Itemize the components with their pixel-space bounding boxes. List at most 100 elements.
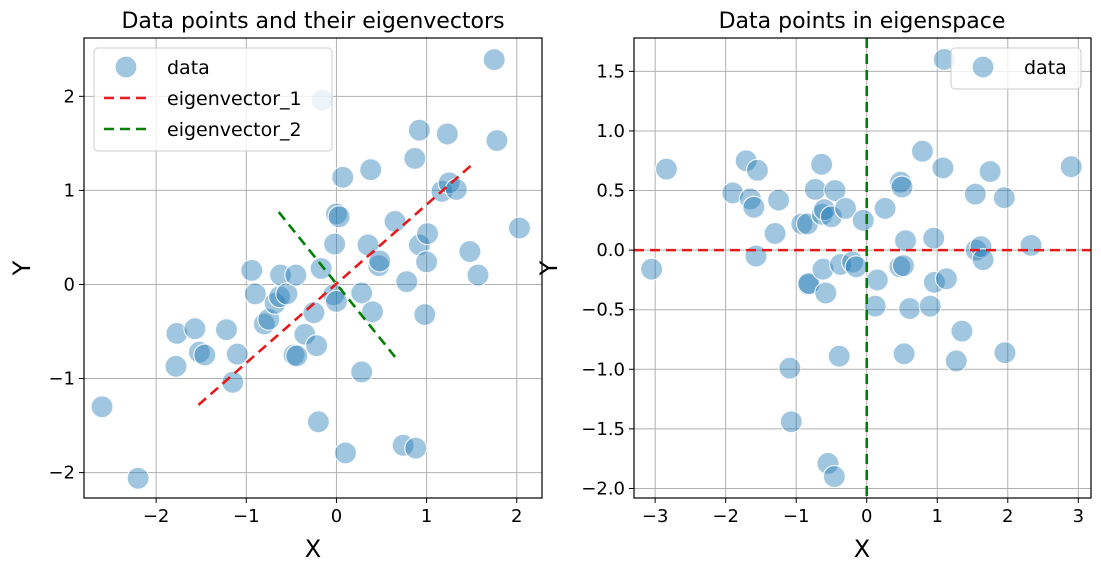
data-point: [360, 300, 385, 324]
data-point: [971, 248, 995, 272]
y-tick-label: 0.5: [596, 181, 625, 202]
legend-box: [93, 47, 333, 152]
x-axis-label: X: [305, 535, 321, 563]
x-tick-label: 0: [331, 506, 342, 527]
legend-box: [950, 47, 1082, 90]
data-point: [811, 257, 835, 281]
y-axis-label: Y: [535, 260, 563, 276]
data-point: [435, 122, 459, 146]
data-point: [779, 410, 803, 434]
y-tick-label: 1.5: [596, 61, 625, 82]
x-tick-label: 1: [421, 506, 432, 527]
y-tick-label: −1.5: [581, 419, 625, 440]
data-point: [744, 244, 768, 268]
data-point: [827, 344, 851, 368]
data-point: [814, 281, 838, 305]
data-point: [350, 360, 374, 384]
data-point: [90, 395, 114, 419]
y-tick-label: −2: [48, 463, 75, 484]
legend-marker: [114, 55, 138, 79]
data-point: [918, 294, 942, 318]
data-point: [350, 281, 374, 305]
data-point: [458, 239, 482, 264]
x-tick-label: 1: [932, 506, 943, 527]
data-point: [812, 198, 837, 222]
data-point: [640, 257, 664, 281]
data-point: [934, 267, 959, 291]
data-point: [766, 188, 791, 212]
data-point: [865, 268, 889, 292]
data-point: [126, 466, 150, 490]
y-tick-label: 1.0: [596, 121, 625, 142]
data-point: [275, 282, 299, 306]
data-point: [309, 256, 333, 281]
data-point: [1059, 155, 1083, 179]
data-point: [225, 342, 249, 366]
data-point: [305, 334, 329, 358]
data-point: [809, 152, 834, 176]
data-point: [910, 139, 935, 163]
legend-label: data: [1024, 57, 1067, 79]
data-point: [778, 356, 802, 380]
data-point: [165, 321, 189, 345]
data-point: [790, 212, 814, 236]
data-point: [944, 349, 968, 373]
data-point: [893, 228, 918, 253]
x-tick-label: 3: [1073, 506, 1084, 527]
y-tick-label: 0: [64, 274, 75, 295]
y-tick-label: 1: [64, 180, 75, 201]
data-point: [383, 209, 407, 234]
data-point: [993, 341, 1017, 365]
data-point: [444, 177, 468, 202]
data-point: [844, 255, 868, 279]
data-point: [323, 232, 347, 256]
data-point: [763, 221, 787, 246]
data-point: [183, 317, 207, 341]
data-point: [819, 205, 844, 229]
legend-marker: [971, 55, 995, 79]
legend: data eigenvector_1 eigenvector_2: [93, 47, 333, 152]
data-point: [407, 118, 431, 142]
data-point: [822, 464, 846, 489]
data-point: [331, 165, 355, 189]
data-point: [221, 370, 245, 394]
data-point: [742, 195, 766, 219]
y-tick-label: −0.5: [581, 300, 625, 321]
data-point: [863, 294, 887, 318]
data-point: [243, 282, 267, 306]
data-point: [193, 343, 217, 367]
data-point: [413, 302, 437, 327]
data-point: [978, 159, 1002, 184]
plot-area: −3 −2 −1 0 1 2 3 −2.0 −1.5 −1.0 −0.5 0.0 0.5 1.0 1.5: [581, 38, 1091, 527]
data-point: [306, 410, 331, 434]
data-point: [404, 436, 428, 460]
panel-eigenspace: Data points in eigenspace X Y −3 −2 −1 0 1 2 3…: [535, 9, 1092, 563]
x-tick-label: −2: [143, 506, 170, 527]
data-point: [164, 354, 188, 378]
plot-area: −2 −1 0 1 2 −2 −1 0 1 2: [48, 38, 542, 527]
data-point: [898, 296, 922, 321]
data-point: [327, 205, 351, 229]
data-point: [721, 181, 745, 205]
y-tick-label: −1: [48, 369, 75, 390]
x-tick-label: −1: [783, 506, 810, 527]
data-point: [992, 186, 1016, 210]
chart-title: Data points and their eigenvectors: [121, 9, 504, 34]
data-point: [890, 175, 914, 199]
x-tick-label: −1: [233, 506, 260, 527]
data-point: [263, 291, 287, 315]
data-point: [284, 263, 308, 287]
data-point: [395, 270, 419, 294]
x-tick-label: 2: [511, 506, 522, 527]
data-point: [485, 128, 509, 153]
data-point: [654, 157, 679, 181]
chart-title: Data points in eigenspace: [719, 9, 1006, 34]
data-point: [324, 289, 349, 313]
x-tick-label: 0: [861, 506, 872, 527]
y-tick-label: 2: [64, 86, 75, 107]
axes-frame: [633, 37, 1092, 499]
data-point: [482, 48, 506, 72]
data-point: [891, 254, 916, 278]
y-axis-label: Y: [8, 260, 36, 276]
